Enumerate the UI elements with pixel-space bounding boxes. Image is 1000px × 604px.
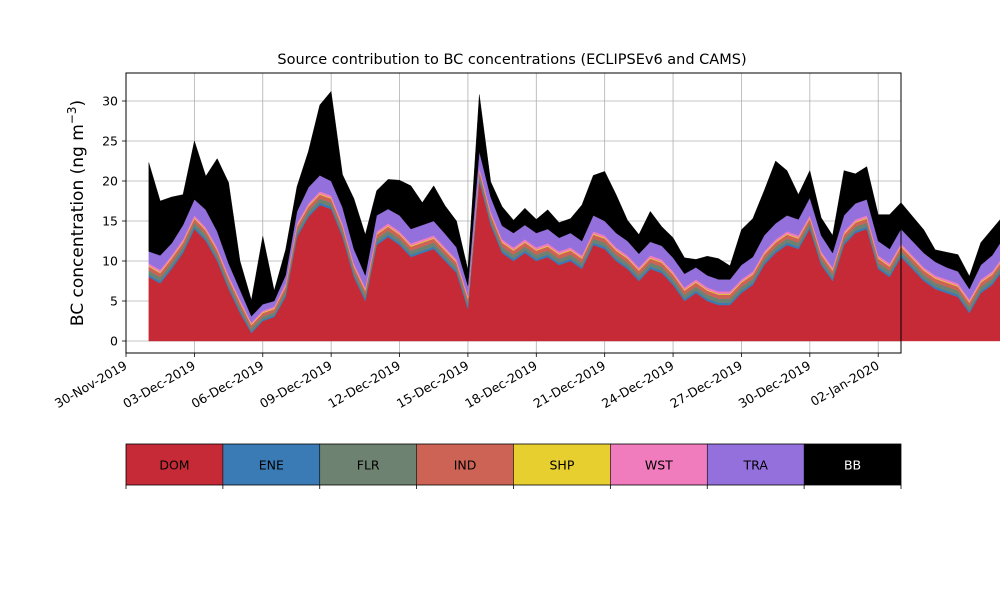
legend-swatch-flr <box>319 444 417 485</box>
legend-swatch-bb <box>804 444 901 485</box>
y-axis-label: BC concentration (ng m−3) <box>65 100 88 326</box>
legend-label-bb: BB <box>844 458 861 473</box>
axes-frame <box>125 72 902 354</box>
legend-label-shp: SHP <box>550 458 575 473</box>
y-tick-label: 30 <box>102 94 118 109</box>
y-tick-label: 10 <box>102 254 118 269</box>
legend-colorbar: DOM ENE FLR IND SHP WST TRA BB <box>125 443 902 489</box>
legend-swatch-ene <box>222 444 320 485</box>
area-bb <box>148 90 1000 317</box>
y-axis: 0 5 10 15 20 25 30 <box>102 94 126 349</box>
legend-label-flr: FLR <box>357 458 380 473</box>
legend-swatch-wst <box>610 444 708 485</box>
stacked-areas <box>148 90 1000 342</box>
legend-swatch-shp <box>513 444 611 485</box>
legend-label-ind: IND <box>454 458 477 473</box>
legend-swatch-ind <box>416 444 514 485</box>
legend-label-tra: TRA <box>743 458 769 473</box>
legend-frame <box>125 443 902 486</box>
y-tick-label: 5 <box>110 294 118 309</box>
legend-label-wst: WST <box>645 458 673 473</box>
y-tick-label: 0 <box>110 334 118 349</box>
y-tick-label: 20 <box>102 174 118 189</box>
legend-swatch-tra <box>707 444 805 485</box>
y-tick-label: 25 <box>102 134 118 149</box>
legend-label-dom: DOM <box>159 458 189 473</box>
legend-swatch-dom <box>126 444 223 485</box>
legend-label-ene: ENE <box>259 458 284 473</box>
chart-title: Source contribution to BC concentrations… <box>277 52 746 68</box>
y-tick-label: 15 <box>102 214 118 229</box>
